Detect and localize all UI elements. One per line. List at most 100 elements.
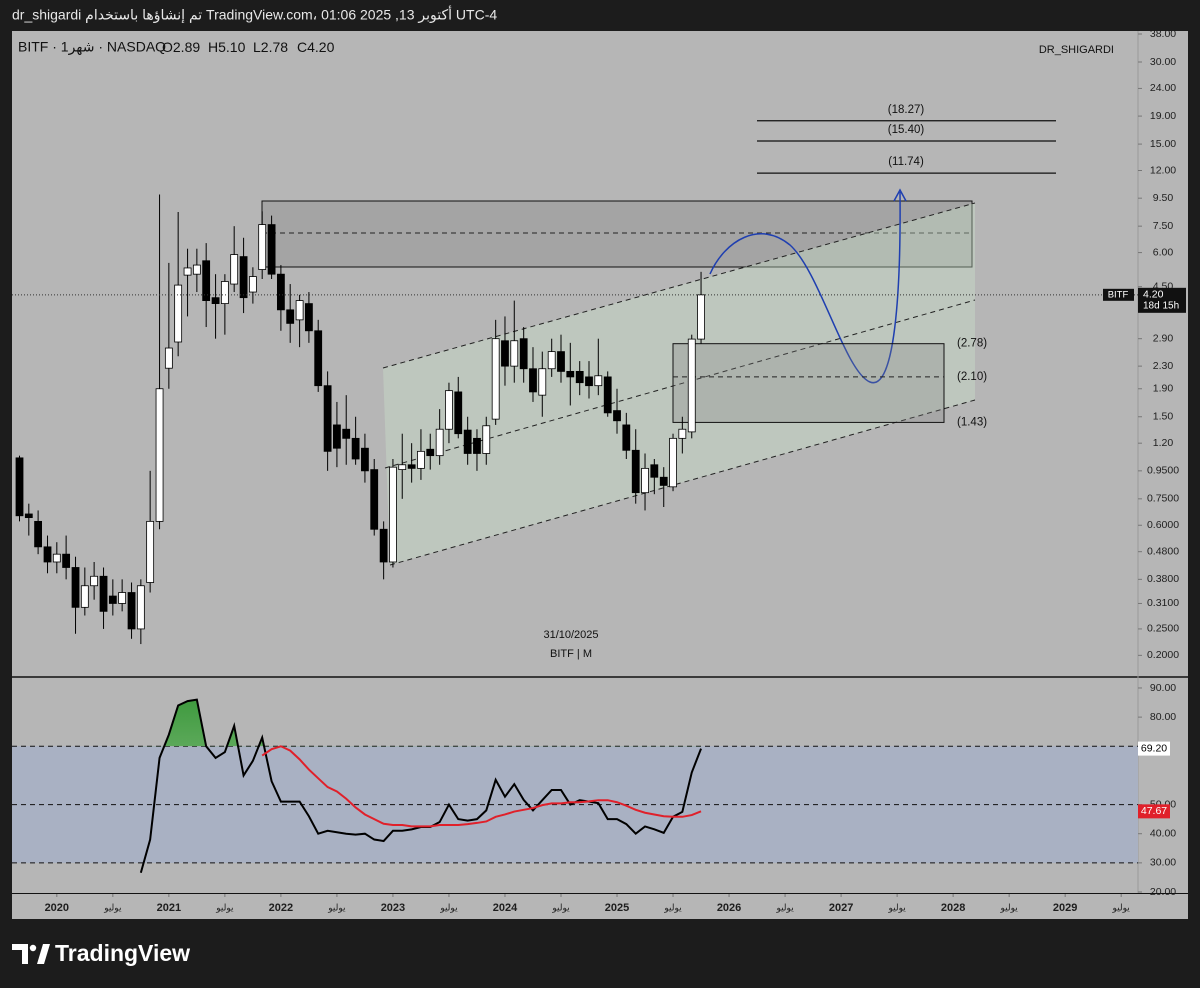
- zone-label: (2.78): [957, 338, 987, 350]
- rsi-panel: [12, 698, 1138, 874]
- demand-box: [672, 343, 945, 423]
- y-tick-label: 1.90: [1153, 383, 1174, 395]
- y-tick-label: 40.00: [1150, 827, 1176, 839]
- ohlc-key: O: [162, 39, 173, 55]
- y-tick-label: 19.00: [1150, 110, 1176, 122]
- candle-up: [258, 224, 267, 270]
- y-tick-label: 0.6000: [1147, 519, 1179, 531]
- ohlc-value: 4.20: [307, 39, 334, 55]
- x-tick-label: 2029: [1053, 902, 1077, 914]
- ohlc-item: H5.10: [208, 39, 246, 55]
- candle-up: [90, 575, 99, 587]
- x-tick-label: 2020: [45, 902, 69, 914]
- candle-down: [473, 437, 481, 454]
- watermark: DR_SHIGARDI: [1039, 44, 1114, 56]
- candle-down: [323, 385, 332, 452]
- candle-down: [613, 410, 621, 422]
- annotation: BITF | M: [550, 648, 592, 660]
- last-price-bg: [1138, 287, 1186, 313]
- y-tick-label: 9.50: [1153, 192, 1174, 204]
- y-tick-label: 38.00: [1150, 28, 1176, 40]
- channel-upper: [382, 202, 976, 369]
- candle-down: [426, 448, 435, 457]
- annotation: 31/10/2025: [543, 629, 598, 641]
- candle-down: [370, 469, 379, 530]
- candle-up: [295, 300, 304, 321]
- x-tick-label: 2022: [269, 902, 293, 914]
- ohlc-item: O2.89: [162, 39, 200, 55]
- candle-up: [52, 553, 61, 563]
- candle-up: [398, 464, 407, 471]
- candle-down: [622, 424, 631, 451]
- y-tick-label: 0.4800: [1147, 545, 1179, 557]
- candle-up: [389, 466, 397, 563]
- x-tick-label: يوليو: [1112, 902, 1131, 912]
- y-tick-label: 0.3100: [1147, 597, 1179, 609]
- ohlc-key: H: [208, 39, 218, 55]
- x-tick-label: 2024: [493, 902, 518, 914]
- candle-down: [342, 428, 351, 439]
- last-price: 4.20: [1143, 289, 1164, 301]
- y-tick-label: 7.50: [1153, 220, 1174, 232]
- candle-down: [34, 520, 43, 548]
- candle-up: [491, 338, 500, 420]
- candle-up: [417, 450, 425, 469]
- symbol-line: BITF · 1شهر · NASDAQ: [18, 39, 166, 56]
- candle-down: [24, 513, 33, 519]
- y-tick-label: 12.00: [1150, 164, 1176, 176]
- candle-down: [351, 437, 360, 460]
- y-tick-label: 2.30: [1153, 360, 1174, 372]
- candle-up: [136, 585, 145, 630]
- candle-down: [211, 297, 220, 305]
- y-tick-label: 80.00: [1150, 711, 1176, 723]
- caption: dr_shigardi تم إنشاؤها باستخدام TradingV…: [12, 6, 497, 24]
- candle-down: [659, 476, 668, 486]
- axes: 38.00 30.00 24.00 19.00 15.00 12.00 9.50 7.50 6.…: [45, 28, 1186, 914]
- candle-down: [454, 391, 463, 435]
- candle-up: [594, 375, 603, 387]
- candle-up: [220, 281, 229, 305]
- ohlc-key: C: [297, 39, 307, 55]
- candle-down: [267, 224, 276, 275]
- footer-brand: TradingView: [55, 940, 190, 966]
- candle-down: [575, 370, 584, 384]
- candle-down: [603, 376, 612, 414]
- y-tick-label: 24.00: [1150, 82, 1176, 94]
- countdown: 18d 15h: [1143, 300, 1179, 311]
- y-tick-label: 0.2000: [1147, 649, 1179, 661]
- candle-up: [697, 294, 705, 340]
- candle-down: [566, 370, 575, 378]
- x-tick-label: يوليو: [327, 902, 346, 912]
- candle-down: [62, 553, 71, 568]
- y-tick-label: 1.20: [1153, 437, 1174, 449]
- y-tick-label: 0.9500: [1147, 465, 1179, 477]
- x-tick-label: يوليو: [215, 902, 234, 912]
- candle-down: [314, 330, 323, 387]
- y-tick-label: 90.00: [1150, 682, 1176, 694]
- x-tick-label: 2023: [381, 902, 405, 914]
- x-tick-label: يوليو: [1000, 902, 1019, 912]
- symbol-tag: BITF: [1108, 289, 1129, 300]
- candle-down: [202, 260, 211, 302]
- y-tick-label: 30.00: [1150, 857, 1176, 869]
- y-tick-label: 2.90: [1153, 332, 1174, 344]
- candle-down: [631, 449, 640, 494]
- projection-path: [709, 191, 901, 384]
- candle-up: [510, 340, 519, 367]
- footer-logo: [12, 944, 50, 964]
- candle-down: [379, 528, 388, 563]
- last-value-bg: [1138, 804, 1170, 819]
- candle-down: [361, 447, 369, 472]
- last-value-bg: [1138, 741, 1170, 756]
- y-tick-label: 6.00: [1153, 246, 1174, 258]
- candle-down: [407, 464, 416, 469]
- x-tick-label: يوليو: [551, 902, 570, 912]
- candle-up: [80, 585, 89, 608]
- target-label: (11.74): [888, 156, 924, 168]
- ohlc-value: 5.10: [218, 39, 245, 55]
- candle-down: [127, 592, 136, 630]
- candle-down: [585, 376, 593, 387]
- channel-lower: [389, 399, 976, 566]
- candle-up: [678, 428, 687, 439]
- overbought-fill: [164, 699, 265, 747]
